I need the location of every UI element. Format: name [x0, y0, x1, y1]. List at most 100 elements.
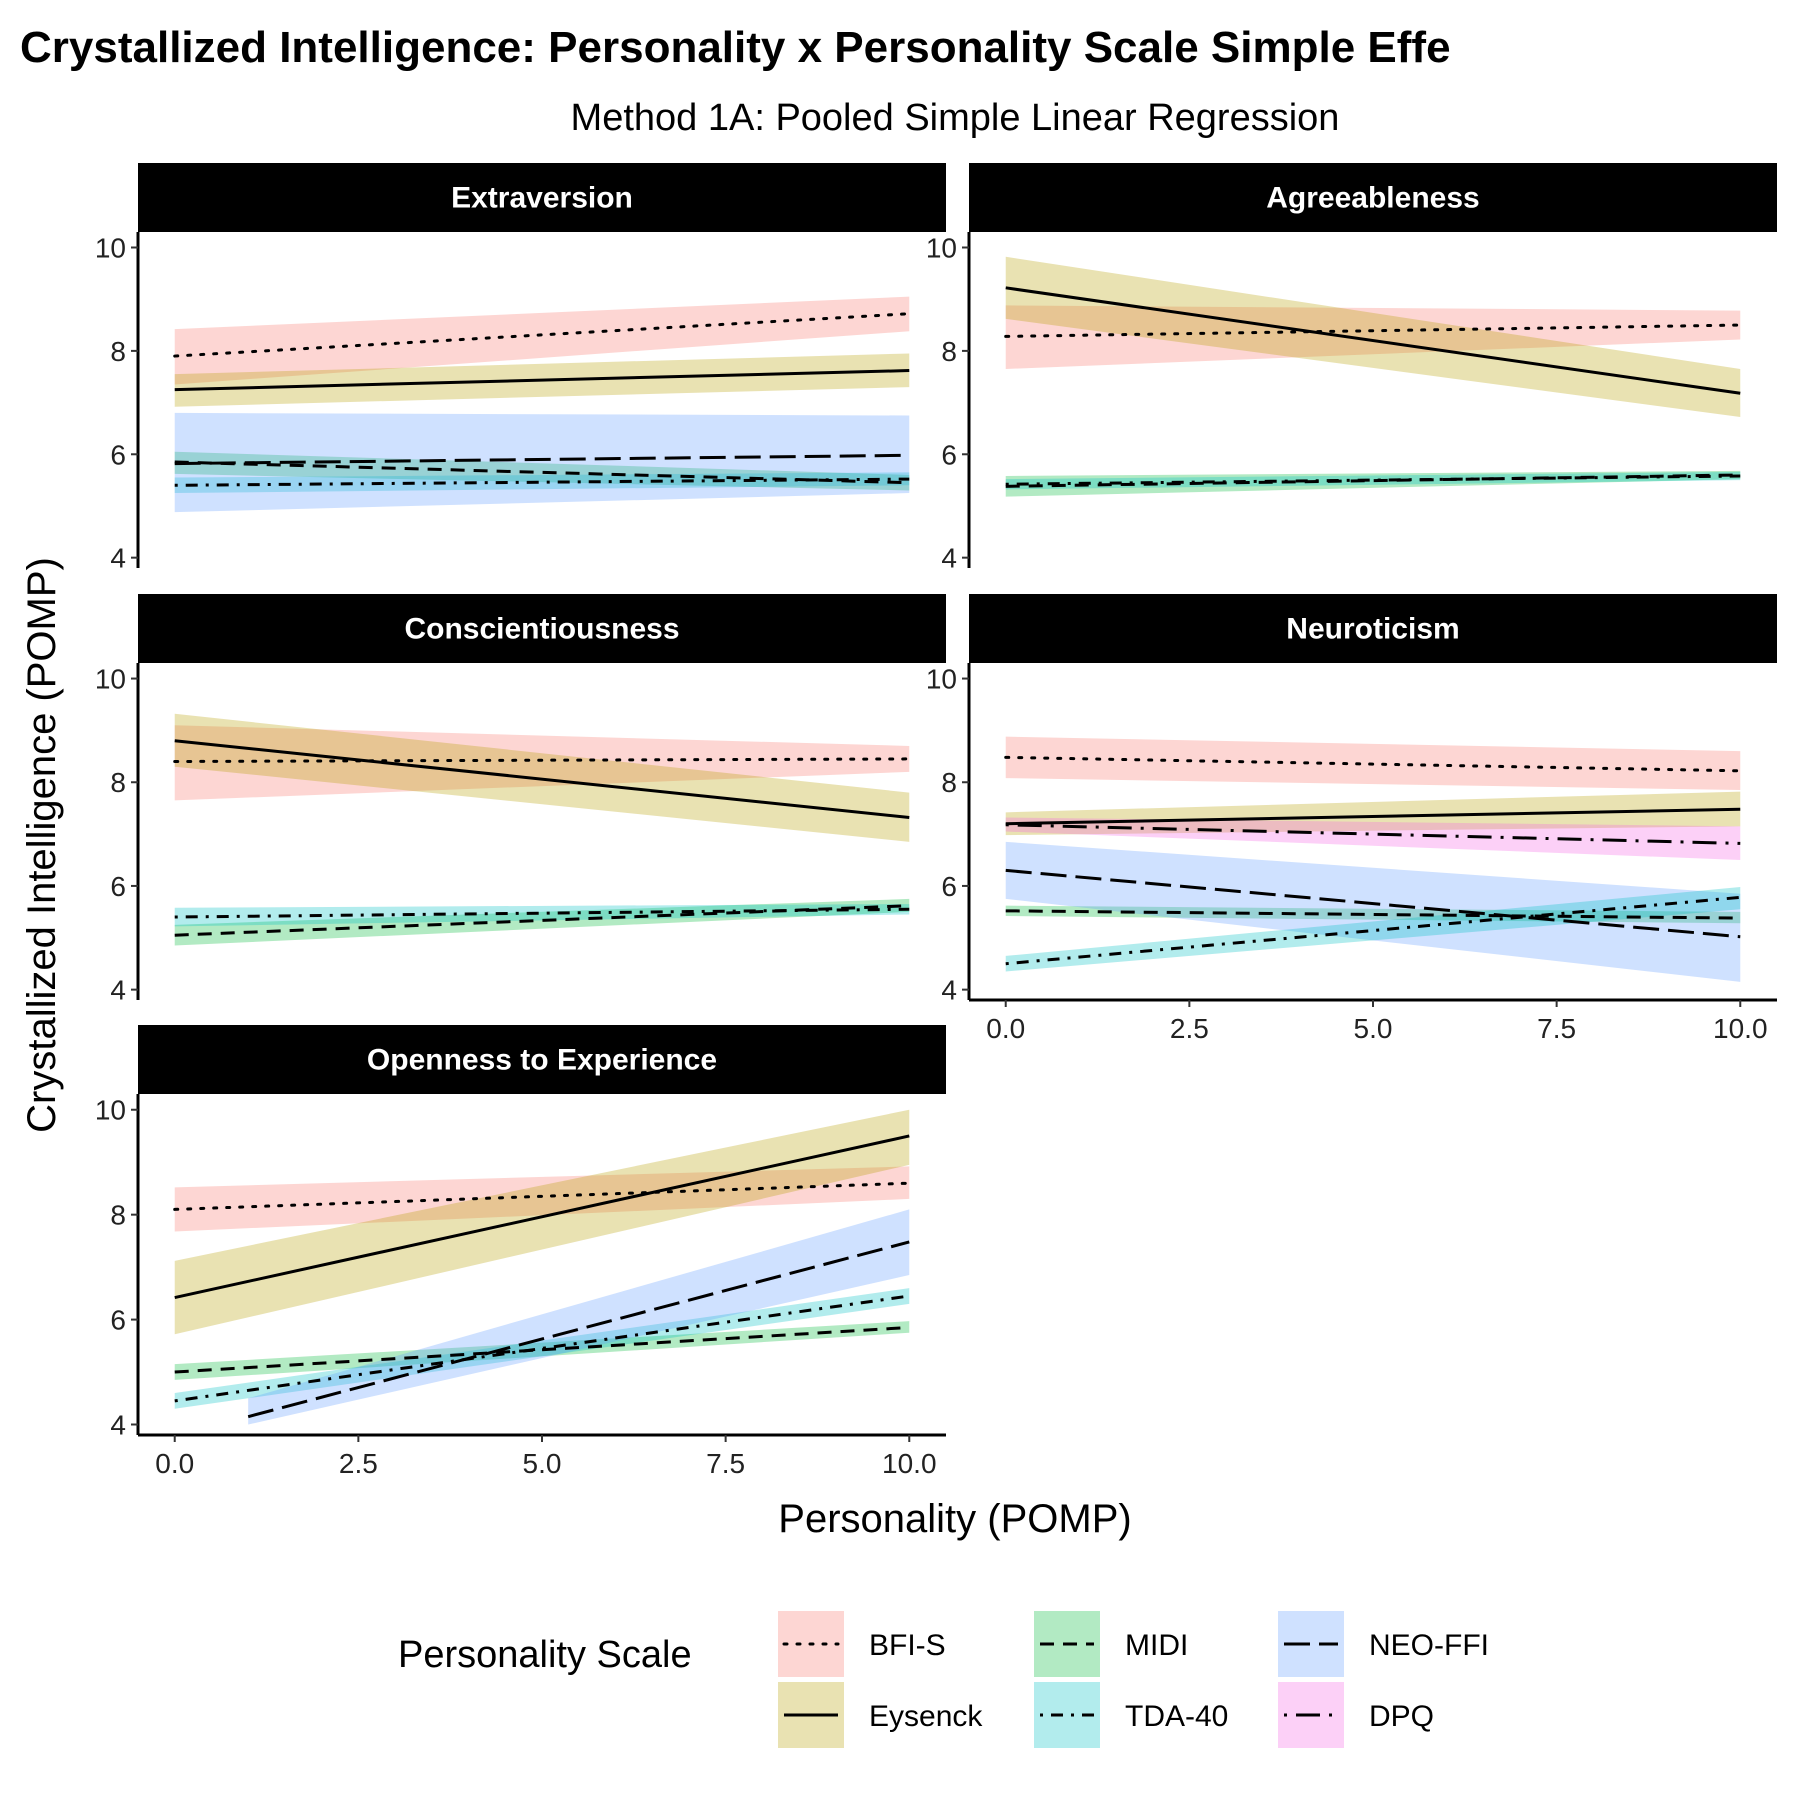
panel-agreeableness: Agreeableness 4 6 8 10 [926, 163, 1777, 574]
y-tick-label: 10 [95, 233, 126, 264]
legend-item-midi: MIDI [1034, 1611, 1188, 1677]
legend-item-neo-ffi: NEO-FFI [1278, 1611, 1489, 1677]
chart-title: Crystallized Intelligence: Personality x… [20, 23, 1451, 72]
ribbon-bfi-s [1005, 305, 1741, 369]
strip-extraversion [138, 163, 946, 232]
line-eysenck [174, 369, 910, 392]
line-bfi-s [173, 757, 911, 764]
ribbon-midi [1005, 905, 1741, 924]
panel-data [173, 1109, 911, 1425]
ribbon-bfi-s [174, 296, 910, 385]
line-midi [174, 460, 910, 485]
y-tick-label: 8 [941, 767, 957, 798]
y-tick-label: 6 [110, 439, 126, 470]
line-eysenck [1005, 807, 1741, 826]
ribbon-dpq [1005, 817, 1741, 861]
x-tick-label: 10.0 [882, 1448, 937, 1479]
strip-label: Extraversion [451, 182, 633, 215]
strip-label: Neuroticism [1286, 613, 1459, 646]
ribbon-neo-ffi [174, 412, 910, 513]
panel-data [1004, 736, 1742, 982]
x-tick-label: 0.0 [155, 1448, 194, 1479]
ribbon-bfi-s [174, 1166, 910, 1232]
y-tick-label: 4 [941, 543, 957, 574]
legend-label: NEO-FFI [1369, 1629, 1489, 1662]
line-bfi-s [1004, 755, 1742, 773]
legend-label: DPQ [1369, 1700, 1434, 1733]
legend-label: MIDI [1125, 1629, 1188, 1662]
ribbon-eysenck [1005, 256, 1741, 418]
strip-label: Conscientiousness [404, 613, 679, 646]
line-neo-ffi [247, 1240, 910, 1419]
y-tick-label: 6 [110, 1305, 126, 1336]
panel-neuroticism: Neuroticism 4 6 8 10 0.0 2.5 5.0 7.5 10.0 [926, 594, 1777, 1044]
legend-label: TDA-40 [1125, 1700, 1228, 1733]
panel-data [173, 296, 911, 513]
y-tick-label: 8 [941, 336, 957, 367]
ribbon-tda-40 [1005, 471, 1741, 490]
y-tick-label: 8 [110, 336, 126, 367]
panel-conscientiousness: Conscientiousness 4 6 8 10 [95, 594, 946, 1006]
y-tick-label: 6 [110, 871, 126, 902]
line-eysenck [174, 739, 910, 819]
y-tick-label: 10 [95, 1095, 126, 1126]
panel-data [1004, 256, 1742, 497]
line-midi [174, 904, 910, 937]
line-midi [1005, 909, 1741, 920]
strip-conscientiousness [138, 594, 946, 663]
legend-item-bfi-s: BFI-S [778, 1611, 946, 1677]
line-eysenck [1005, 286, 1741, 395]
ribbon-tda-40 [174, 904, 910, 927]
y-tick-label: 8 [110, 767, 126, 798]
ribbon-neo-ffi [248, 1209, 910, 1425]
ribbon-midi [1005, 470, 1741, 497]
ribbon-tda-40 [174, 472, 910, 494]
x-tick-label: 2.5 [1170, 1013, 1209, 1044]
ribbon-midi [174, 1321, 910, 1380]
line-neo-ffi [1005, 868, 1741, 939]
x-tick-label: 7.5 [1537, 1013, 1576, 1044]
y-axis-title: Crystallized Intelligence (POMP) [20, 557, 64, 1133]
y-tick-label: 10 [95, 664, 126, 695]
y-tick-label: 4 [110, 543, 126, 574]
line-neo-ffi [174, 453, 910, 466]
y-tick-label: 4 [941, 975, 957, 1006]
x-tick-label: 2.5 [339, 1448, 378, 1479]
ribbon-midi [174, 898, 910, 946]
y-tick-label: 6 [941, 439, 957, 470]
line-eysenck [174, 1134, 910, 1300]
strip-agreeableness [969, 163, 1777, 232]
x-tick-label: 5.0 [1354, 1013, 1393, 1044]
legend-label: BFI-S [869, 1629, 946, 1662]
ribbon-eysenck [174, 1109, 910, 1335]
legend: Personality Scale BFI-S Eysenck MIDI TDA-40… [398, 1611, 1489, 1748]
y-tick-label: 8 [110, 1200, 126, 1231]
ribbon-tda-40 [1005, 886, 1741, 972]
y-tick-label: 10 [926, 233, 957, 264]
line-midi [174, 1325, 910, 1374]
y-tick-label: 4 [110, 1410, 126, 1441]
legend-item-dpq: DPQ [1278, 1682, 1434, 1748]
y-tick-label: 10 [926, 664, 957, 695]
x-tick-label: 7.5 [706, 1448, 745, 1479]
strip-label: Openness to Experience [367, 1044, 717, 1077]
x-tick-label: 0.0 [986, 1013, 1025, 1044]
legend-item-eysenck: Eysenck [778, 1682, 983, 1748]
strip-openness-to-experience [138, 1025, 946, 1094]
ribbon-neo-ffi [1005, 841, 1741, 982]
legend-item-tda-40: TDA-40 [1034, 1682, 1228, 1748]
line-bfi-s [173, 312, 911, 358]
legend-label: Eysenck [869, 1700, 983, 1733]
line-bfi-s [1004, 323, 1742, 338]
x-tick-label: 10.0 [1713, 1013, 1768, 1044]
strip-label: Agreeableness [1266, 182, 1479, 215]
strip-neuroticism [969, 594, 1777, 663]
y-tick-label: 4 [110, 975, 126, 1006]
legend-title: Personality Scale [398, 1634, 692, 1676]
ribbon-eysenck [1005, 791, 1741, 836]
y-tick-label: 6 [941, 871, 957, 902]
line-dpq [1005, 823, 1741, 845]
ribbon-bfi-s [174, 725, 910, 801]
x-tick-label: 5.0 [523, 1448, 562, 1479]
